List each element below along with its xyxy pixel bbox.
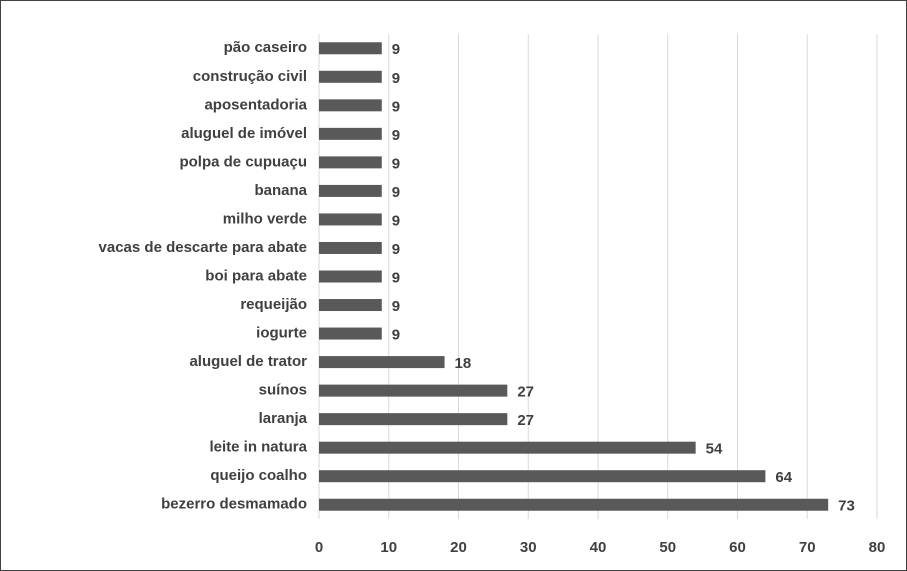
bar [319,127,382,140]
x-tick-label: 70 [799,539,816,556]
bar [319,213,382,226]
data-label: 27 [517,384,534,401]
data-label: 9 [392,184,400,201]
x-tick-label: 30 [520,539,537,556]
data-label: 9 [392,241,400,258]
x-tick-label: 0 [315,539,323,556]
y-tick-label: vacas de descarte para abate [99,239,307,256]
y-tick-label: banana [254,182,307,199]
data-label: 9 [392,127,400,144]
bar [319,356,445,369]
y-tick-label: construção civil [193,68,307,85]
y-tick-label: requeijão [240,296,307,313]
data-label: 9 [392,70,400,87]
data-label: 9 [392,155,400,172]
x-tick-label: 20 [450,539,467,556]
bar [319,42,382,55]
bar [319,299,382,312]
data-label: 18 [455,355,472,372]
y-tick-label: polpa de cupuaçu [179,153,307,170]
bar [319,156,382,169]
bar [319,498,829,511]
bar [319,70,382,83]
bar [319,327,382,340]
y-tick-label: leite in natura [209,439,307,456]
bar [319,441,696,454]
x-tick-label: 80 [869,539,886,556]
data-label: 9 [392,269,400,286]
data-label: 9 [392,298,400,315]
bar [319,384,508,397]
y-tick-label: bezerro desmamado [161,496,307,513]
data-label: 9 [392,327,400,344]
y-tick-label: aluguel de imóvel [181,125,307,142]
bar [319,241,382,254]
y-tick-label: suínos [259,382,307,399]
x-tick-label: 10 [380,539,397,556]
y-tick-label: laranja [259,410,308,427]
x-tick-label: 40 [590,539,607,556]
y-tick-label: aposentadoria [204,96,307,113]
bar [319,470,766,483]
data-label: 54 [706,441,723,458]
bar [319,184,382,197]
data-label: 9 [392,41,400,58]
data-label: 27 [517,412,534,429]
bar [319,99,382,112]
bar [319,413,508,426]
y-tick-label: boi para abate [205,267,307,284]
data-label: 9 [392,212,400,229]
x-tick-label: 50 [659,539,676,556]
bar [319,270,382,283]
y-tick-label: iogurte [256,325,307,342]
data-label: 64 [775,469,792,486]
x-tick-label: 60 [729,539,746,556]
y-tick-label: aluguel de trator [189,353,307,370]
y-tick-label: pão caseiro [224,39,307,56]
data-label: 9 [392,98,400,115]
y-tick-label: milho verde [223,210,307,227]
data-label: 73 [838,498,855,515]
y-tick-label: queijo coalho [210,467,307,484]
